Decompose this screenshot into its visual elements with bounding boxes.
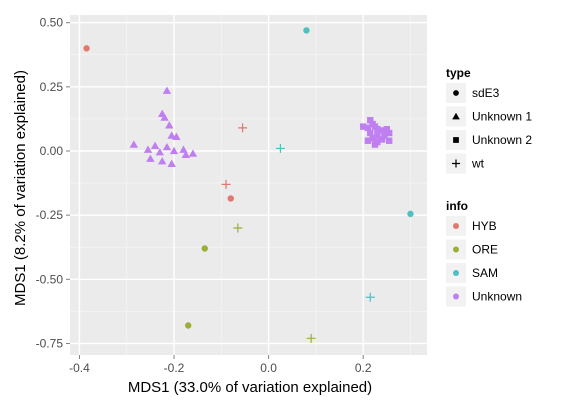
data-point <box>364 137 372 144</box>
legend-key-color <box>453 246 459 253</box>
data-point <box>158 157 167 165</box>
y-tick-label: -0.25 <box>36 208 64 222</box>
data-point <box>369 134 376 142</box>
data-point <box>378 136 386 143</box>
y-tick-label: -0.50 <box>36 272 64 286</box>
data-point <box>167 159 176 167</box>
data-points <box>83 27 414 343</box>
plot-panel <box>70 15 427 355</box>
data-point <box>367 117 374 124</box>
legend-label: sdE3 <box>472 86 500 100</box>
y-tick-label: 0.25 <box>40 80 64 94</box>
x-tick-label: 0.0 <box>260 361 277 375</box>
legend-key-color <box>453 293 459 300</box>
data-point <box>221 179 231 189</box>
legend-key-plus <box>451 159 461 168</box>
y-axis-title: MDS1 (8.2% of variation explained) <box>12 70 29 306</box>
legend-label: ORE <box>472 243 498 257</box>
legend-label: Unknown <box>472 290 522 304</box>
x-tick-label: 0.2 <box>355 361 372 375</box>
data-point <box>169 146 179 155</box>
data-point <box>407 210 414 218</box>
data-point <box>160 113 169 121</box>
data-point <box>374 125 381 133</box>
data-point <box>303 27 310 34</box>
data-point <box>179 145 188 153</box>
data-point <box>383 125 391 133</box>
data-point <box>381 132 388 139</box>
data-point <box>365 292 375 302</box>
data-point <box>143 145 153 153</box>
legend-key-circle <box>453 90 459 96</box>
data-point <box>364 124 372 132</box>
legend-key-color <box>453 223 459 229</box>
legend-label: SAM <box>472 266 498 280</box>
data-point <box>378 127 386 134</box>
grid <box>70 15 427 355</box>
x-axis-title: MDS1 (33.0% of variation explained) <box>128 379 372 396</box>
data-point <box>146 154 155 162</box>
data-point <box>385 137 393 144</box>
legend-key-triangle <box>452 112 460 120</box>
data-point <box>162 142 172 151</box>
y-tick-label: 0.50 <box>40 16 64 30</box>
legend-label: Unknown 2 <box>472 133 532 147</box>
data-point <box>150 141 160 150</box>
legend-label: wt <box>471 157 485 171</box>
data-point <box>167 131 176 139</box>
data-point <box>162 86 172 94</box>
data-point <box>172 132 181 141</box>
data-point <box>233 223 243 233</box>
legend-title-info: info <box>446 199 468 213</box>
x-tick-label: -0.4 <box>69 361 90 375</box>
data-point <box>227 195 234 202</box>
data-point <box>165 121 174 129</box>
y-axis-ticks: 0.50 0.25 0.00 -0.25 -0.50 -0.75 <box>36 16 70 350</box>
data-point <box>367 129 374 137</box>
y-tick-label: -0.75 <box>36 336 64 350</box>
x-axis-ticks: -0.4 -0.2 0.0 0.2 <box>69 355 372 375</box>
data-point <box>238 123 248 133</box>
data-point <box>359 123 367 130</box>
x-tick-label: -0.2 <box>164 361 185 375</box>
data-point <box>275 143 285 153</box>
data-point <box>306 333 316 343</box>
data-point <box>129 140 139 148</box>
data-point <box>155 148 165 156</box>
y-tick-label: 0.00 <box>40 144 64 158</box>
data-point <box>385 129 393 137</box>
data-point <box>185 322 192 329</box>
data-point <box>83 45 90 52</box>
data-point <box>371 141 379 148</box>
legend-key-color <box>453 270 459 276</box>
data-point <box>188 149 198 157</box>
data-point <box>374 132 381 139</box>
data-point <box>181 150 191 158</box>
legend-label: HYB <box>472 219 497 233</box>
legend-title-type: type <box>446 66 471 80</box>
legend-label: Unknown 1 <box>472 110 532 124</box>
legend-key-square <box>453 137 459 143</box>
data-point <box>201 245 208 252</box>
